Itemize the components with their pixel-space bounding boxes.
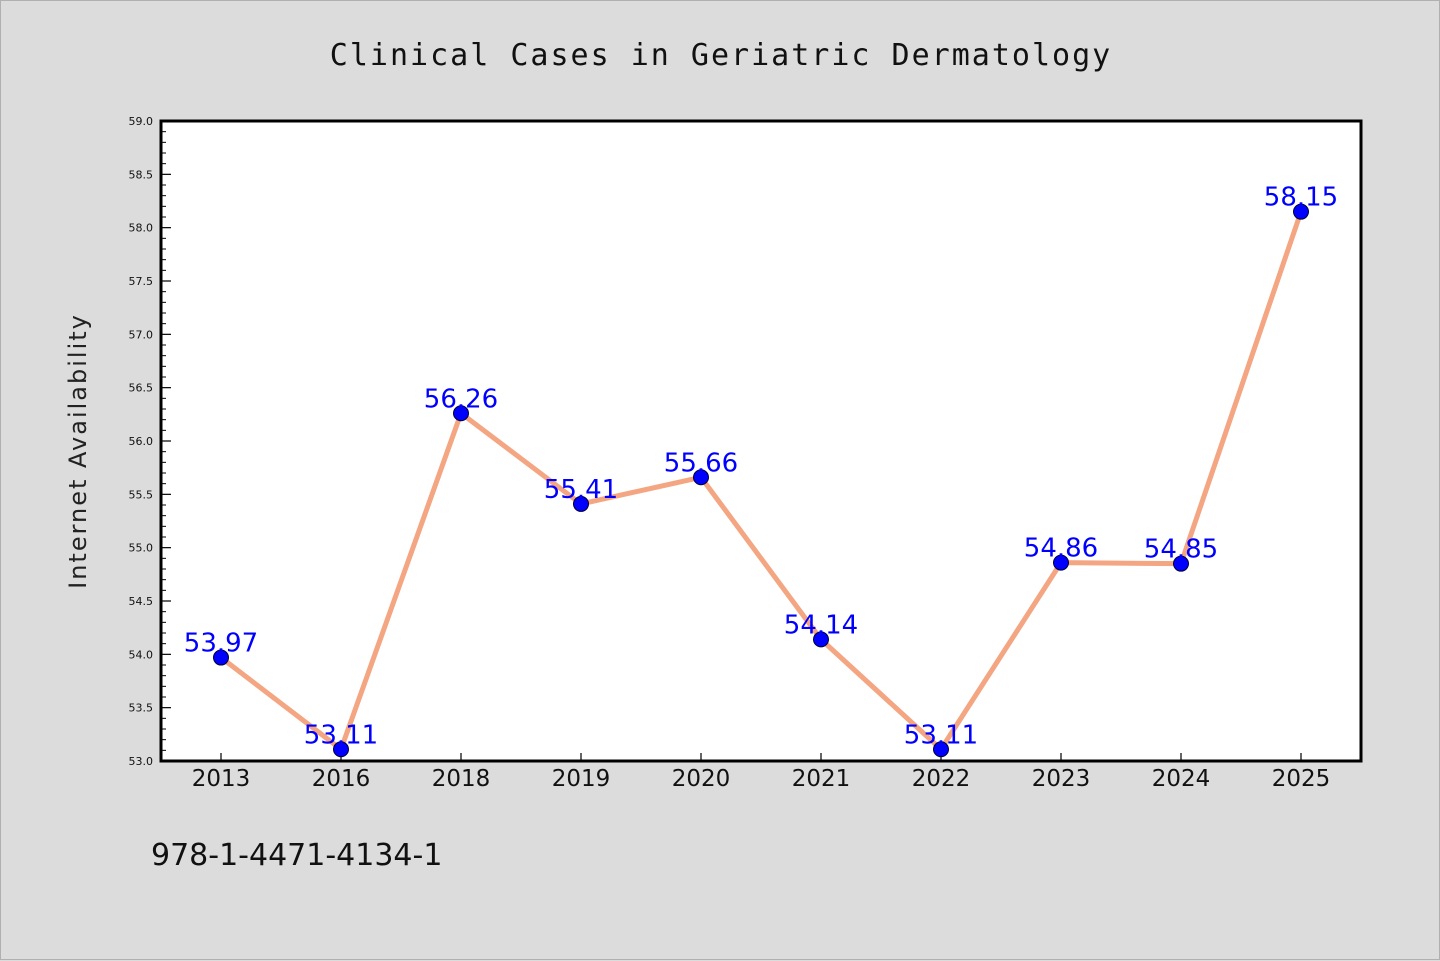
x-tick-label: 2024 (1152, 766, 1211, 792)
data-point (333, 741, 349, 758)
data-point (693, 469, 709, 486)
data-point (1293, 203, 1309, 220)
x-tick-label: 2022 (912, 766, 971, 792)
x-tick-label: 2013 (192, 766, 251, 792)
plot-area (161, 121, 1361, 761)
y-tick-label: 53.5 (129, 702, 154, 715)
data-label: 54.85 (1144, 535, 1218, 565)
x-tick-label: 2023 (1032, 766, 1091, 792)
data-label: 56.26 (424, 384, 498, 414)
y-tick-label: 55.0 (129, 542, 154, 555)
y-tick-label: 57.0 (129, 328, 154, 341)
data-label: 55.41 (544, 475, 618, 505)
data-label: 54.14 (784, 610, 858, 640)
x-tick-label: 2016 (312, 766, 371, 792)
isbn-footnote: 978-1-4471-4134-1 (151, 838, 442, 873)
y-tick-label: 58.0 (129, 222, 154, 235)
data-label: 53.97 (184, 629, 258, 659)
x-tick-label: 2021 (792, 766, 851, 792)
plot-border (159, 119, 1363, 763)
data-point (453, 405, 469, 422)
chart-title: Clinical Cases in Geriatric Dermatology (330, 38, 1112, 73)
y-tick-label: 54.0 (129, 648, 154, 661)
y-tick-label: 59.0 (129, 115, 154, 128)
series-line-group (218, 209, 1304, 752)
y-tick-label: 56.0 (129, 435, 154, 448)
data-labels: 53.97 53.11 56.26 55.41 55.66 54.14 53.11 54.86… (184, 183, 1338, 751)
data-point (1173, 555, 1189, 572)
data-label: 53.11 (304, 720, 378, 750)
x-tick-label: 2018 (432, 766, 491, 792)
data-point (933, 741, 949, 758)
data-markers (213, 203, 1309, 758)
y-axis-label: Internet Availability (64, 313, 92, 589)
y-tick-label: 53.0 (129, 755, 154, 768)
data-label: 55.66 (664, 448, 738, 478)
y-tick-label: 57.5 (129, 275, 154, 288)
data-point (813, 631, 829, 648)
data-label: 58.15 (1264, 183, 1338, 213)
x-tick-label: 2019 (552, 766, 611, 792)
y-tick-label: 58.5 (129, 168, 154, 181)
y-tick-label: 54.5 (129, 595, 154, 608)
data-point (213, 649, 229, 666)
data-point (573, 495, 589, 512)
series-line (218, 209, 1304, 752)
x-tick-label: 2025 (1272, 766, 1331, 792)
x-axis: 2013 2016 2018 2019 2020 2021 2022 2023 2024 2025 (192, 753, 1331, 792)
data-label: 53.11 (904, 720, 978, 750)
x-tick-label: 2020 (672, 766, 731, 792)
y-tick-label: 56.5 (129, 382, 154, 395)
y-tick-label: 55.5 (129, 488, 154, 501)
data-point (1053, 554, 1069, 571)
data-label: 54.86 (1024, 534, 1098, 564)
